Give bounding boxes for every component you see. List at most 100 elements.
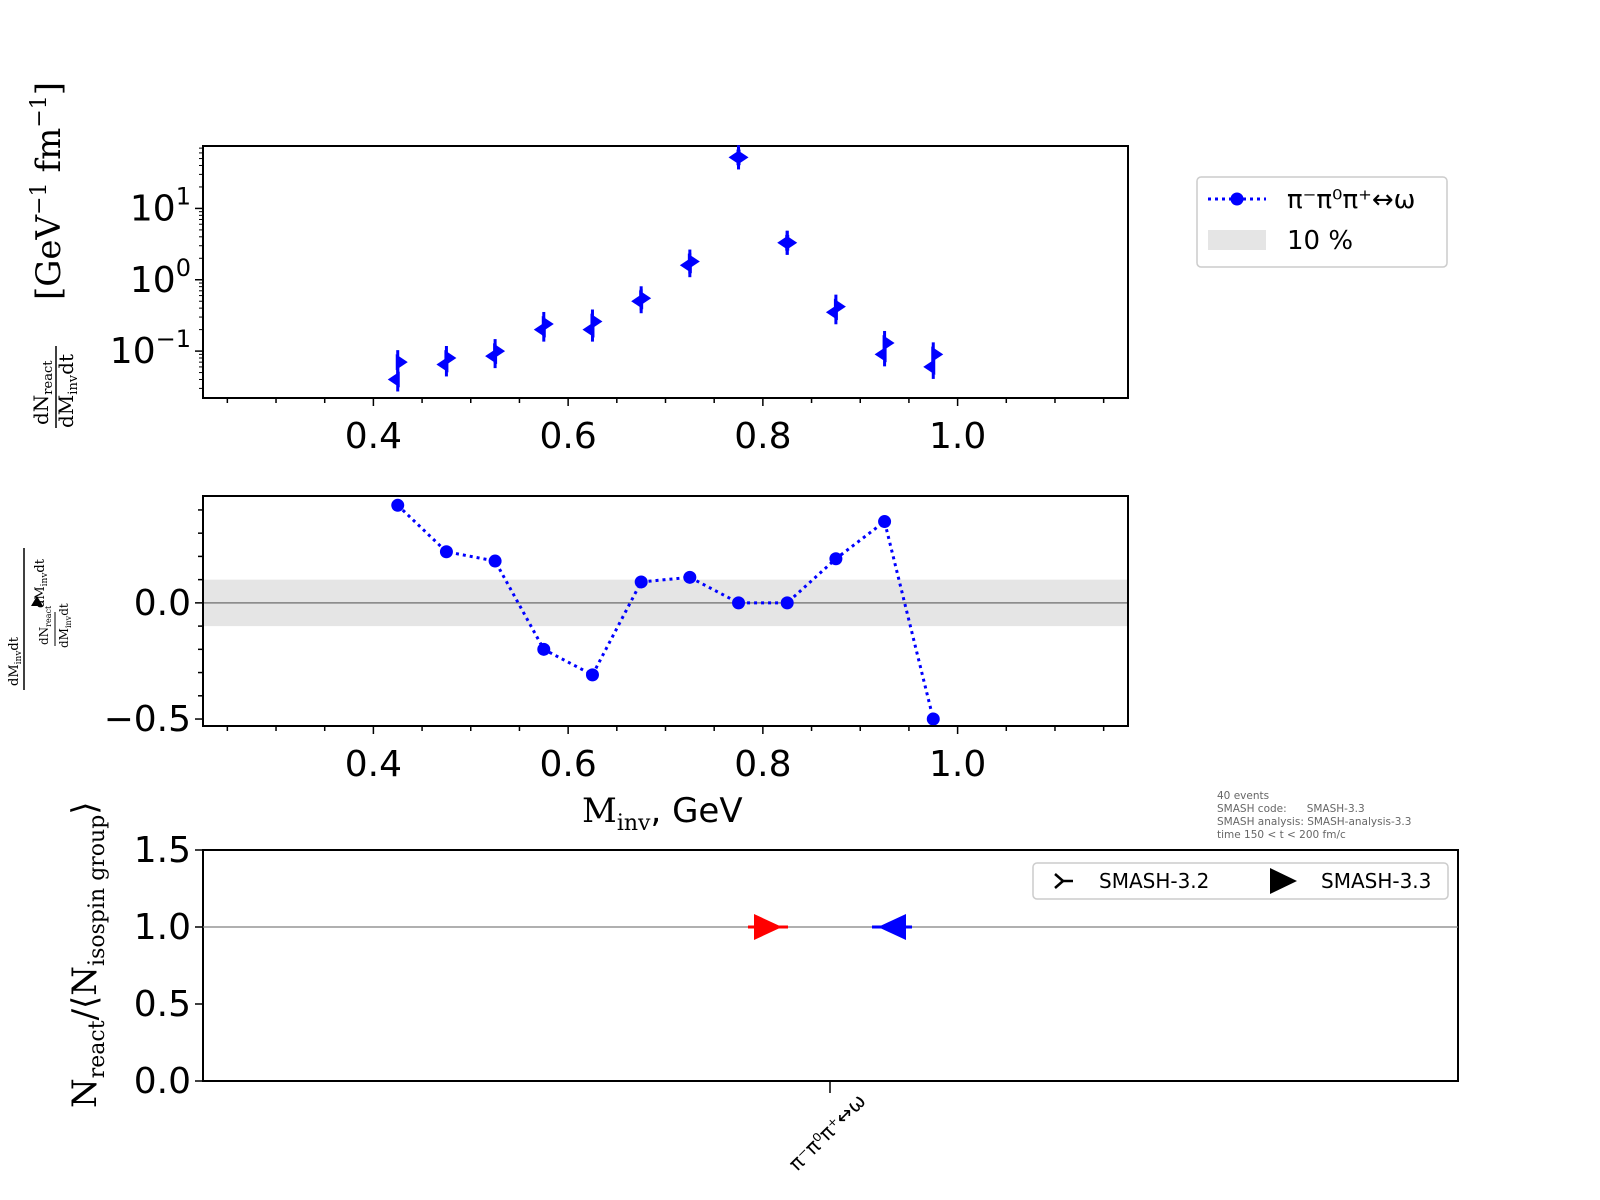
totals-marker <box>878 914 906 940</box>
ratio-point <box>878 515 892 529</box>
spectrum-ylabel-num-sub: react <box>41 360 56 395</box>
marker-smash-3-3 <box>728 149 741 166</box>
ratio-panel: 0.4 0.6 0.8 1.0 0.0−0.5 dMinvdt dMinvdt dNr… <box>7 495 1129 836</box>
ratio-point <box>439 545 453 559</box>
ratio-point <box>683 570 697 584</box>
legend-versions: SMASH-3.2 SMASH-3.3 <box>1032 862 1449 900</box>
ratio-point <box>634 575 648 589</box>
ratio-point <box>732 596 746 610</box>
spectrum-ylabel-num: dN <box>29 395 53 425</box>
legend-band-swatch <box>1208 230 1266 250</box>
spectrum-axes-frame <box>202 145 1129 399</box>
spectrum-ylabel-unit: [GeV <box>29 213 69 300</box>
ratio-y-ticks: 0.0 −0.5 <box>104 509 203 740</box>
marker-smash-3-3 <box>485 348 498 365</box>
spectrum-x-ticks: 0.4 0.6 0.8 1.0 <box>226 398 1105 457</box>
totals-markers <box>748 914 912 940</box>
legend-versions-a: SMASH-3.2 <box>1099 869 1209 893</box>
y-tick-exponent: 1 <box>176 182 191 210</box>
totals-ylabel-end: ⟩ <box>65 801 105 814</box>
ratio-point <box>585 668 599 682</box>
marker-smash-3-3 <box>777 234 790 251</box>
info-line-3: SMASH analysis: SMASH-analysis-3.3 <box>1217 816 1411 828</box>
triangle-right-marker-icon <box>1270 868 1297 894</box>
svg-text:[GeV−1fm−1]: [GeV−1fm−1] <box>27 82 69 300</box>
legend-band-label: 10 % <box>1287 226 1353 256</box>
legend-series-marker <box>1230 192 1244 206</box>
totals-category-label: π⁻π⁰π⁺↔ω <box>784 1089 871 1176</box>
x-tick-label: 1.0 <box>929 416 986 457</box>
ratio-inner-den-sub: inv <box>64 615 73 628</box>
ratio-point <box>780 596 794 610</box>
totals-marker <box>754 914 782 940</box>
marker-smash-3-3 <box>582 321 595 338</box>
y-tick-label: 101 <box>130 182 191 229</box>
info-line-4: time 150 < t < 200 fm/c <box>1217 829 1346 841</box>
ratio-point <box>488 554 502 568</box>
spectrum-y-label: [GeV−1fm−1] dNreact dMinvdt <box>27 82 81 428</box>
totals-ylabel-sub2: isospin group <box>85 815 110 966</box>
marker-smash-3-3 <box>533 321 546 338</box>
spectrum-ylabel-close: ] <box>29 82 69 95</box>
y-tick-label: 0.5 <box>134 984 191 1025</box>
ratio-inner-num-sub: react <box>44 605 53 627</box>
spectrum-ylabel-den2: dt <box>54 354 78 375</box>
y-tick-label: 1.5 <box>134 830 191 871</box>
marker-smash-3-3 <box>874 346 887 363</box>
spectrum-ylabel-sup2: −1 <box>27 95 52 127</box>
marker-smash-3-3 <box>679 257 692 274</box>
ratio-point <box>537 642 551 656</box>
x-tick-label: 0.4 <box>345 744 402 785</box>
xlabel-main: M <box>582 791 617 831</box>
ratio-inner-den: dM <box>57 628 71 648</box>
svg-text:dMinvdt: dMinvdt <box>7 636 24 686</box>
x-tick-label: 1.0 <box>929 744 986 785</box>
totals-y-label: Nreact/⟨Nisospin group⟩ <box>65 801 110 1108</box>
ratio-inner-den-end: dt <box>57 603 71 616</box>
ratio-point <box>926 712 940 726</box>
spectrum-ylabel-fm: fm <box>29 128 69 173</box>
svg-text:dMinvdt: dMinvdt <box>54 354 81 428</box>
ratio-series <box>391 498 940 726</box>
xlabel-sub: inv <box>617 811 651 836</box>
spectrum-panel: 0.4 0.6 0.8 1.0 1 0 −1 100 101 [GeV−1fm−1] dNre… <box>27 82 1129 457</box>
info-line-2: SMASH code: SMASH-3.3 <box>1217 803 1365 815</box>
marker-smash-3-2 <box>931 346 944 363</box>
ratio-ylabel-triangle-marker <box>31 596 43 606</box>
y-tick-label: 0.0 <box>134 583 191 624</box>
y-tick-label: 1.0 <box>134 907 191 948</box>
x-tick-label: 0.4 <box>345 416 402 457</box>
spectrum-markers <box>387 145 944 392</box>
ratio-point <box>391 498 405 512</box>
y-tick-label: 0.0 <box>134 1061 191 1102</box>
info-line-1: 40 events <box>1217 790 1269 802</box>
totals-ylabel-mid: /⟨N <box>65 966 105 1020</box>
svg-text:dMinvdt: dMinvdt <box>57 603 73 648</box>
xlabel-rest: , GeV <box>650 791 742 831</box>
tri-right-marker-icon <box>1054 873 1073 889</box>
marker-smash-3-2 <box>882 334 895 351</box>
legend-series-label: π⁻π⁰π⁺↔ω <box>1287 185 1415 215</box>
marker-smash-3-3 <box>923 358 936 375</box>
y-tick-exponent: 0 <box>176 254 191 282</box>
ratio-point <box>829 552 843 566</box>
marker-smash-3-2 <box>395 354 408 371</box>
svg-text:dNreact: dNreact <box>37 605 53 645</box>
marker-smash-3-3 <box>387 371 400 388</box>
x-tick-label: 0.8 <box>734 744 791 785</box>
y-tick-label: −0.5 <box>104 699 191 740</box>
spectrum-ylabel-den: dM <box>54 395 78 428</box>
x-tick-label: 0.6 <box>539 416 596 457</box>
x-tick-label: 0.8 <box>734 416 791 457</box>
y-tick-label: 100 <box>130 254 191 301</box>
totals-ylabel-sub: react <box>85 1020 110 1078</box>
spectrum-ylabel-den-sub: inv <box>66 374 81 395</box>
ratio-num2-sub: inv <box>40 572 50 587</box>
run-info: 40 events SMASH code: SMASH-3.3 SMASH an… <box>1217 790 1411 841</box>
marker-smash-3-3 <box>631 293 644 310</box>
spectrum-ylabel-sup1: −1 <box>27 182 52 214</box>
ratio-num2-end: dt <box>33 558 48 572</box>
ratio-inner-num: dN <box>37 627 51 645</box>
